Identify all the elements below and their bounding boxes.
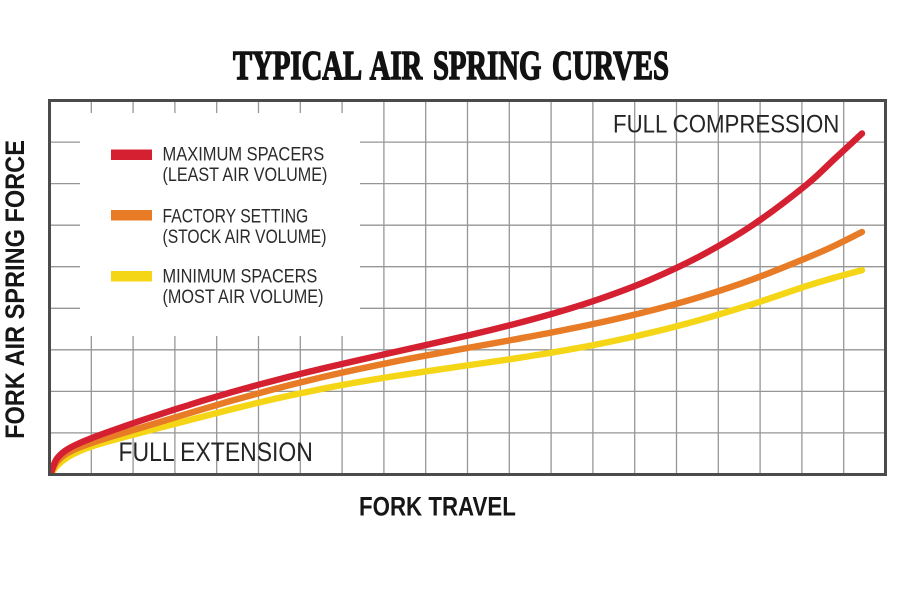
svg-text:FORK AIR SPRING FORCE: FORK AIR SPRING FORCE: [1, 140, 31, 439]
svg-text:FULL COMPRESSION: FULL COMPRESSION: [613, 110, 839, 137]
svg-text:FORK TRAVEL: FORK TRAVEL: [359, 493, 516, 522]
svg-text:MAXIMUM SPACERS: MAXIMUM SPACERS: [163, 143, 325, 164]
svg-text:FULL EXTENSION: FULL EXTENSION: [119, 439, 313, 468]
svg-text:(LEAST AIR VOLUME): (LEAST AIR VOLUME): [163, 164, 328, 186]
svg-text:TYPICAL AIR SPRING CURVES: TYPICAL AIR SPRING CURVES: [233, 42, 669, 88]
svg-text:(STOCK AIR VOLUME): (STOCK AIR VOLUME): [163, 225, 327, 247]
svg-text:FACTORY SETTING: FACTORY SETTING: [163, 205, 309, 227]
svg-text:(MOST AIR VOLUME): (MOST AIR VOLUME): [163, 286, 324, 308]
svg-text:MINIMUM SPACERS: MINIMUM SPACERS: [163, 265, 318, 287]
